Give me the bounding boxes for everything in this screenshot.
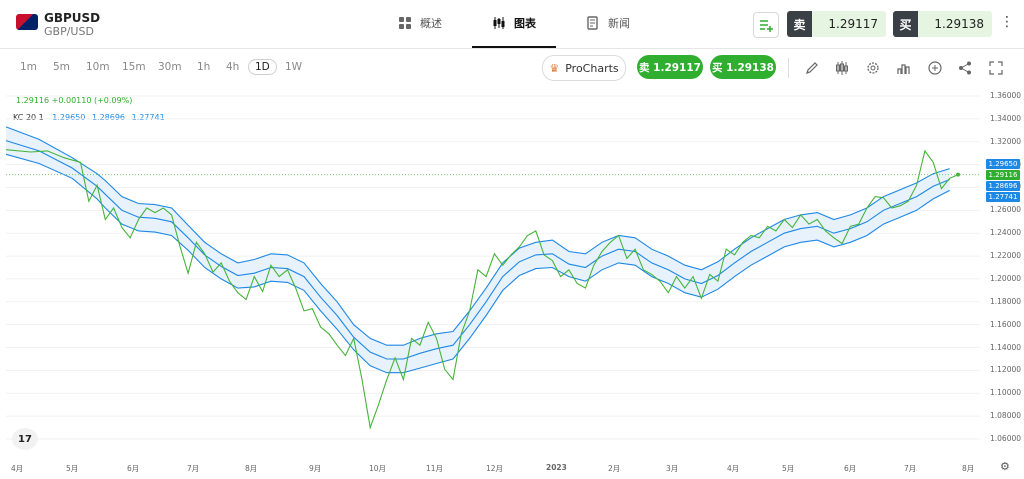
crown-icon: ♛ (549, 61, 560, 75)
x-tick-label: 3月 (666, 464, 679, 473)
watchlist-add-button[interactable] (753, 12, 779, 38)
y-tick-label: 1.08000 (990, 411, 1022, 421)
sell-price: 1.29117 (828, 17, 878, 31)
x-tick-label: 7月 (904, 464, 917, 473)
y-tick-label: 1.32000 (990, 136, 1022, 146)
add-circle-icon[interactable] (927, 60, 943, 76)
tab-news[interactable]: 新闻 (586, 0, 630, 46)
y-tick-label: 1.06000 (990, 434, 1022, 443)
kc-mid-value: 1.28696 (91, 113, 126, 122)
sell-button[interactable]: 卖 1.29117 (637, 55, 703, 79)
x-tick-label: 12月 (486, 464, 504, 473)
instrument-subtitle: GBP/USD (44, 25, 94, 38)
buy-price: 1.29138 (934, 17, 984, 31)
timeframe-5m[interactable]: 5m (53, 61, 70, 73)
timeframe-1d[interactable]: 1D (248, 59, 277, 75)
timeframe-4h[interactable]: 4h (226, 61, 240, 73)
kc-band-fill (6, 126, 950, 373)
tab-news-label: 新闻 (608, 17, 630, 30)
buy-price-box[interactable]: 买 1.29138 (893, 11, 992, 37)
x-tick-label: 7月 (187, 464, 200, 473)
x-tick-label: 4月 (727, 464, 740, 473)
y-tick-label: 1.36000 (990, 91, 1022, 100)
instrument-symbol[interactable]: GBPUSD (44, 11, 101, 25)
kc-lower-tag: 1.27741 (986, 192, 1020, 202)
sell-label: 卖 (787, 11, 812, 37)
current-price-dot (956, 172, 960, 177)
x-tick-label: 4月 (11, 464, 24, 473)
kc-lower-line (5, 153, 950, 374)
buy-label: 买 (893, 11, 918, 37)
procharts-button[interactable]: ♛ ProCharts (542, 55, 626, 81)
chart-settings-gear-icon[interactable]: ⚙ (1000, 460, 1010, 473)
fullscreen-icon[interactable] (988, 60, 1004, 76)
x-tick-label: 6月 (844, 464, 857, 473)
x-tick-label: 2023 (546, 463, 567, 472)
timeframe-1h[interactable]: 1h (197, 61, 211, 73)
toolbar-divider (788, 58, 789, 78)
timeframe-10m[interactable]: 10m (86, 61, 110, 73)
y-tick-label: 1.20000 (990, 273, 1022, 283)
tradingview-logo[interactable]: 17 (12, 428, 38, 450)
y-tick-label: 1.26000 (990, 205, 1022, 215)
tab-overview-label: 概述 (420, 17, 442, 30)
list-plus-icon (760, 20, 773, 32)
timeframe-1w[interactable]: 1W (285, 61, 303, 73)
more-menu-button[interactable]: ⋮ (1000, 14, 1014, 30)
top-bar: GBPUSD GBP/USD 概述 图表 新闻 卖 1.29117 买 1.29… (0, 0, 1024, 49)
y-tick-label: 1.34000 (990, 113, 1022, 123)
kc-upper-tag: 1.29650 (986, 159, 1020, 169)
gbpusd-flag-icon (16, 14, 38, 30)
procharts-label: ProCharts (565, 61, 619, 75)
sell-price-box[interactable]: 卖 1.29117 (787, 11, 886, 37)
kc-legend: KC 20 1 1.29650 1.28696 1.27741 (13, 113, 169, 122)
kc-mid-line (5, 140, 950, 360)
kc-upper-value: 1.29650 (52, 113, 86, 122)
y-tick-label: 1.14000 (990, 342, 1022, 352)
timeframe-15m[interactable]: 15m (122, 61, 146, 73)
timeframe-1m[interactable]: 1m (20, 61, 37, 73)
buy-button[interactable]: 买 1.29138 (710, 55, 776, 79)
y-tick-label: 1.16000 (990, 319, 1022, 329)
indicators-icon[interactable] (896, 60, 912, 76)
candle-type-icon[interactable] (834, 60, 850, 76)
tab-chart-label: 图表 (514, 17, 536, 30)
chart-toolbar: 1m 5m 10m 15m 30m 1h 4h 1D 1W ♛ ProChart… (0, 48, 1024, 88)
price-tag: 1.29116 (986, 170, 1020, 180)
y-tick-label: 1.12000 (990, 365, 1022, 375)
share-icon[interactable] (957, 60, 973, 76)
y-tick-label: 1.18000 (990, 296, 1022, 306)
y-tick-label: 1.22000 (990, 251, 1022, 261)
news-icon (587, 16, 598, 30)
x-tick-label: 8月 (962, 464, 975, 473)
x-tick-label: 2月 (608, 464, 621, 473)
kc-mid-tag: 1.28696 (986, 181, 1020, 191)
candles-icon (493, 17, 505, 29)
kc-lower-value: 1.27741 (131, 113, 165, 122)
price-legend: 1.29116 +0.00110 (+0.09%) (16, 96, 132, 105)
x-tick-label: 10月 (369, 464, 387, 473)
y-tick-label: 1.24000 (990, 228, 1022, 238)
tab-chart[interactable]: 图表 (472, 0, 556, 48)
timeframe-30m[interactable]: 30m (158, 61, 182, 73)
x-tick-label: 5月 (66, 464, 79, 473)
x-tick-label: 8月 (245, 464, 258, 473)
tab-overview[interactable]: 概述 (398, 0, 442, 46)
settings-gear-icon[interactable] (865, 60, 881, 76)
x-tick-label: 11月 (426, 464, 444, 473)
legend-change: +0.00110 (+0.09%) (51, 96, 133, 105)
legend-price: 1.29116 (16, 96, 50, 105)
grid-icon (399, 17, 411, 29)
y-tick-label: 1.10000 (990, 388, 1022, 398)
kc-upper-line (5, 126, 950, 346)
x-tick-label: 9月 (309, 464, 322, 473)
x-tick-label: 5月 (782, 464, 795, 473)
draw-pencil-icon[interactable] (804, 60, 820, 76)
x-tick-label: 6月 (127, 464, 140, 473)
price-line (5, 149, 959, 430)
kc-label: KC 20 1 (13, 113, 44, 122)
